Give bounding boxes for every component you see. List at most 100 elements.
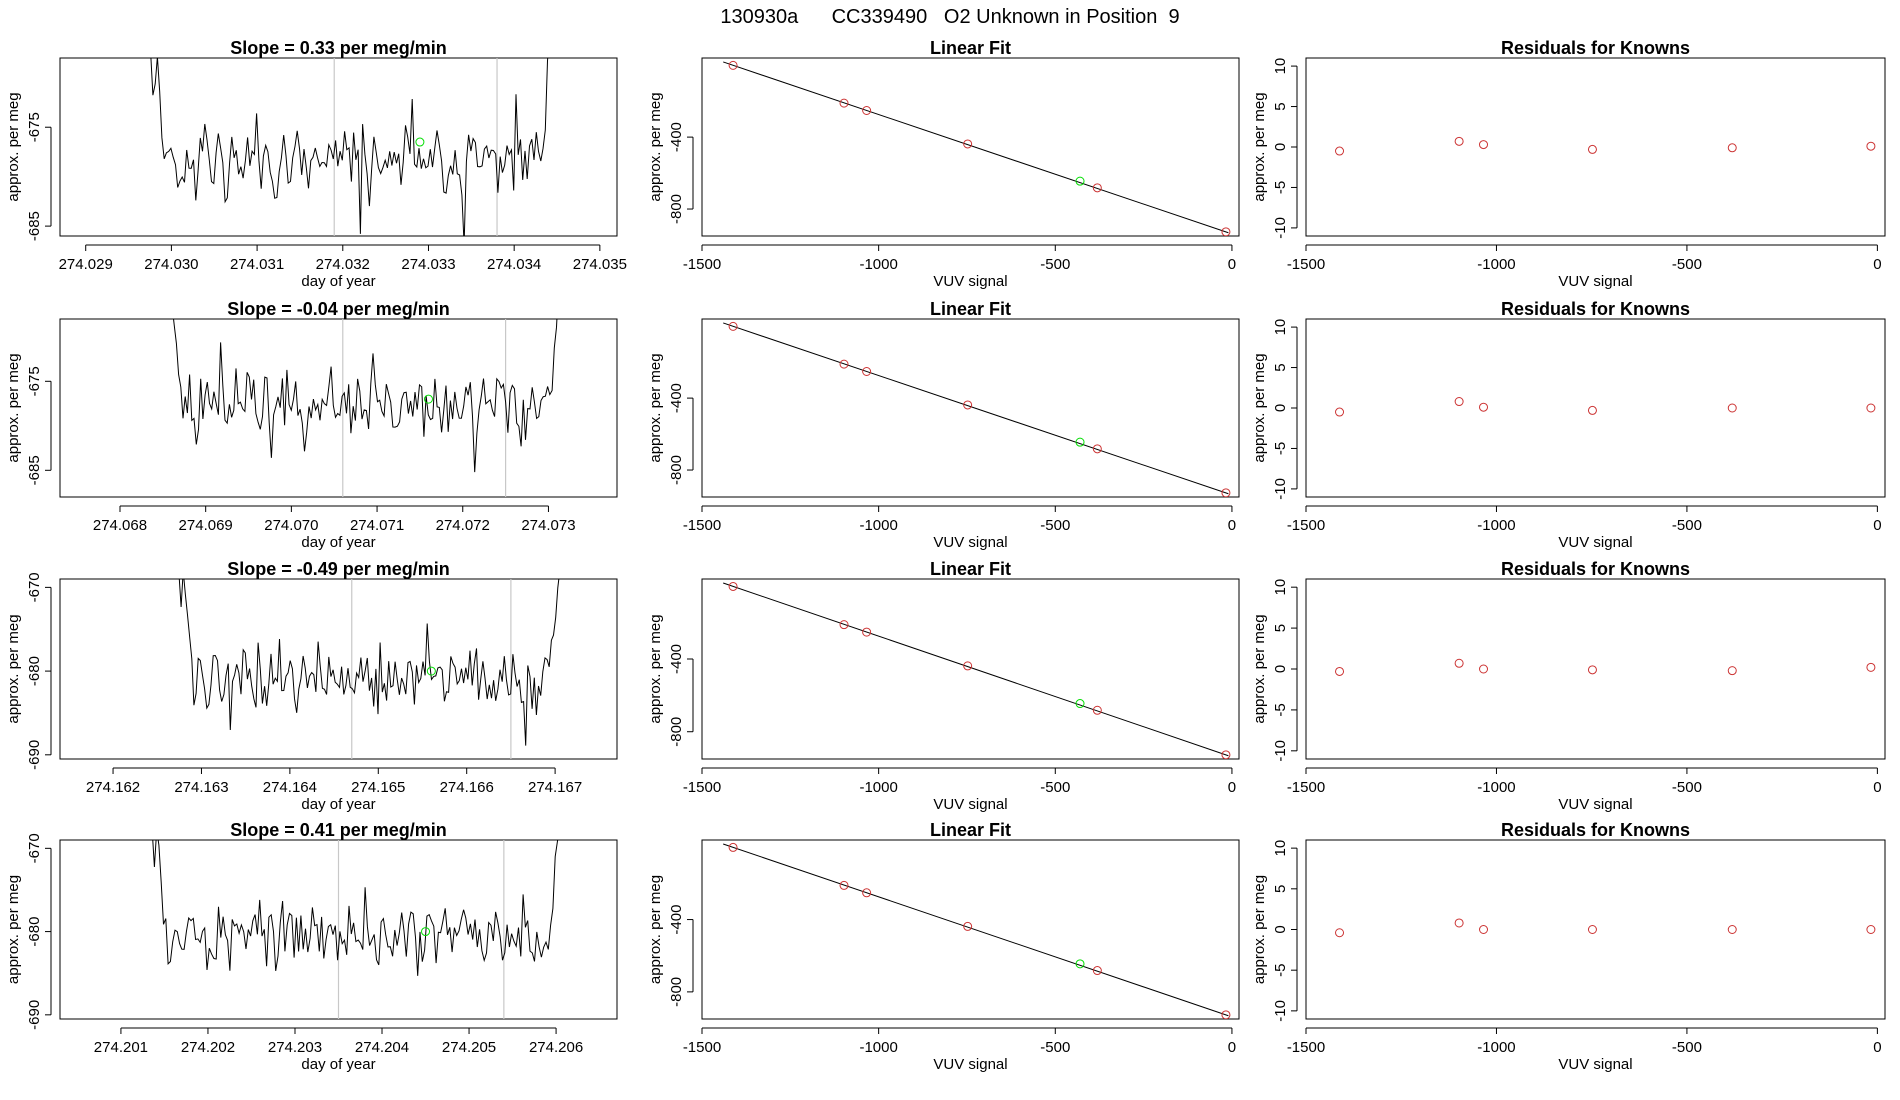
chart-5-known-point bbox=[1221, 488, 1231, 497]
chart-5-y-tick-label: -400 bbox=[668, 383, 685, 413]
chart-1-series-line bbox=[150, 58, 549, 236]
chart-12-x-tick-label: -1000 bbox=[1477, 1039, 1515, 1056]
chart-11-y-tick-label: -800 bbox=[668, 977, 685, 1007]
chart-12-residual-point bbox=[1479, 925, 1489, 934]
chart-2-known-point bbox=[963, 139, 973, 149]
chart-5-fit-line bbox=[723, 322, 1229, 495]
chart-8-known-point bbox=[728, 581, 738, 591]
chart-3-y-tick-label: -10 bbox=[1272, 217, 1289, 239]
chart-4-x-tick-label: 274.072 bbox=[436, 517, 490, 534]
chart-4-x-tick-label: 274.071 bbox=[350, 517, 404, 534]
chart-12-residual-point bbox=[1335, 928, 1345, 938]
chart-2-title: Linear Fit bbox=[930, 38, 1011, 58]
chart-11-y-axis-label: approx. per meg bbox=[647, 875, 664, 984]
chart-9-y-tick-label: -10 bbox=[1272, 740, 1289, 762]
chart-3-residual-point bbox=[1587, 144, 1597, 154]
chart-2-known-point bbox=[862, 106, 872, 116]
chart-9-y-tick-label: 10 bbox=[1272, 579, 1289, 596]
chart-10-x-tick-label: 274.205 bbox=[442, 1039, 496, 1056]
chart-6-frame bbox=[1305, 318, 1886, 498]
chart-9-residual-point bbox=[1454, 658, 1464, 668]
chart-12-y-tick-label: 10 bbox=[1272, 840, 1289, 857]
chart-2-frame bbox=[701, 57, 1240, 237]
chart-2-plot-area bbox=[723, 60, 1231, 236]
chart-10-x-tick-label: 274.202 bbox=[181, 1039, 235, 1056]
chart-11-x-tick-label: 0 bbox=[1228, 1039, 1236, 1056]
chart-9-residual-point bbox=[1727, 666, 1737, 676]
chart-5-title: Linear Fit bbox=[930, 299, 1011, 319]
chart-1-x-tick-label: 274.031 bbox=[230, 256, 284, 273]
chart-7-series-line bbox=[178, 579, 560, 746]
chart-9-title: Residuals for Knowns bbox=[1501, 559, 1690, 579]
chart-11-x-tick-label: -1500 bbox=[683, 1039, 721, 1056]
chart-7-plot-area bbox=[178, 579, 560, 759]
chart-7-y-axis-label: approx. per meg bbox=[5, 614, 22, 723]
chart-8-x-axis-label: VUV signal bbox=[933, 796, 1007, 813]
chart-12-x-tick-label: -1500 bbox=[1287, 1039, 1325, 1056]
chart-12-x-axis-label: VUV signal bbox=[1558, 1056, 1632, 1073]
chart-4-title: Slope = -0.04 per meg/min bbox=[227, 299, 450, 319]
chart-12-residual-point bbox=[1727, 925, 1737, 934]
chart-9-y-tick-label: -5 bbox=[1272, 703, 1289, 716]
chart-6-y-tick-label: -10 bbox=[1272, 478, 1289, 500]
chart-8-x-tick-label: -1500 bbox=[683, 779, 721, 796]
chart-3-title: Residuals for Knowns bbox=[1501, 38, 1690, 58]
chart-5-x-axis-label: VUV signal bbox=[933, 534, 1007, 551]
chart-7-x-tick-label: 274.164 bbox=[263, 779, 317, 796]
chart-8-x-tick-label: -1000 bbox=[859, 779, 897, 796]
chart-7-x-tick-label: 274.162 bbox=[86, 779, 140, 796]
chart-4-x-tick-label: 274.073 bbox=[521, 517, 575, 534]
chart-3-y-tick-label: 10 bbox=[1272, 58, 1289, 75]
chart-6-residual-point bbox=[1727, 403, 1737, 413]
chart-1-frame bbox=[59, 57, 618, 237]
chart-6-x-tick-label: -1500 bbox=[1287, 517, 1325, 534]
chart-12-plot-area bbox=[1335, 918, 1876, 938]
chart-11-fit-line bbox=[723, 843, 1229, 1017]
chart-10-plot-area bbox=[152, 840, 559, 1019]
chart-3-residual-point bbox=[1866, 141, 1876, 151]
chart-4-y-axis-label: approx. per meg bbox=[5, 353, 22, 462]
chart-7-unknown-point bbox=[426, 666, 436, 676]
chart-5-y-tick-label: -800 bbox=[668, 455, 685, 485]
chart-10-x-tick-label: 274.206 bbox=[529, 1039, 583, 1056]
chart-9-x-axis-label: VUV signal bbox=[1558, 796, 1632, 813]
chart-8-unknown-point bbox=[1075, 699, 1085, 709]
chart-1-x-axis-label: day of year bbox=[301, 273, 375, 290]
chart-3-frame bbox=[1305, 57, 1886, 237]
chart-6-plot-area bbox=[1335, 397, 1876, 417]
chart-5-frame bbox=[701, 318, 1240, 498]
chart-5-plot-area bbox=[723, 321, 1231, 497]
chart-5-y-axis-label: approx. per meg bbox=[647, 353, 664, 462]
chart-4-frame bbox=[59, 318, 618, 498]
chart-3-x-tick-label: -1000 bbox=[1477, 256, 1515, 273]
figure-title: 130930a CC339490 O2 Unknown in Position … bbox=[720, 6, 1180, 28]
chart-6-residual-point bbox=[1454, 397, 1464, 407]
chart-8-known-point bbox=[1092, 705, 1102, 715]
chart-9-y-axis-label: approx. per meg bbox=[1251, 614, 1268, 723]
chart-7-x-tick-label: 274.166 bbox=[440, 779, 494, 796]
chart-5-x-tick-label: -500 bbox=[1040, 517, 1070, 534]
chart-3-y-tick-label: -5 bbox=[1272, 181, 1289, 194]
chart-6-y-tick-label: 5 bbox=[1272, 363, 1289, 371]
chart-12-residual-point bbox=[1454, 918, 1464, 928]
chart-6-y-tick-label: 10 bbox=[1272, 319, 1289, 336]
chart-1-x-tick-label: 274.033 bbox=[401, 256, 455, 273]
chart-10-unknown-point bbox=[421, 927, 431, 937]
chart-10-y-tick-label: -680 bbox=[26, 917, 43, 947]
chart-6-x-axis-label: VUV signal bbox=[1558, 534, 1632, 551]
chart-3-y-tick-label: 5 bbox=[1272, 102, 1289, 110]
chart-11-known-point bbox=[1221, 1010, 1231, 1019]
chart-5-x-tick-label: 0 bbox=[1228, 517, 1236, 534]
chart-6-x-tick-label: 0 bbox=[1873, 517, 1881, 534]
chart-8-frame bbox=[701, 578, 1240, 760]
chart-10-series-line bbox=[152, 840, 559, 976]
chart-12-x-tick-label: -500 bbox=[1672, 1039, 1702, 1056]
chart-1-y-axis-label: approx. per meg bbox=[5, 92, 22, 201]
chart-5-x-tick-label: -1500 bbox=[683, 517, 721, 534]
chart-2-y-tick-label: -800 bbox=[668, 194, 685, 224]
chart-2-known-point bbox=[728, 60, 738, 70]
chart-2-y-tick-label: -400 bbox=[668, 122, 685, 152]
chart-9-x-tick-label: 0 bbox=[1873, 779, 1881, 796]
chart-8-x-tick-label: -500 bbox=[1040, 779, 1070, 796]
chart-4-plot-area bbox=[173, 319, 558, 497]
